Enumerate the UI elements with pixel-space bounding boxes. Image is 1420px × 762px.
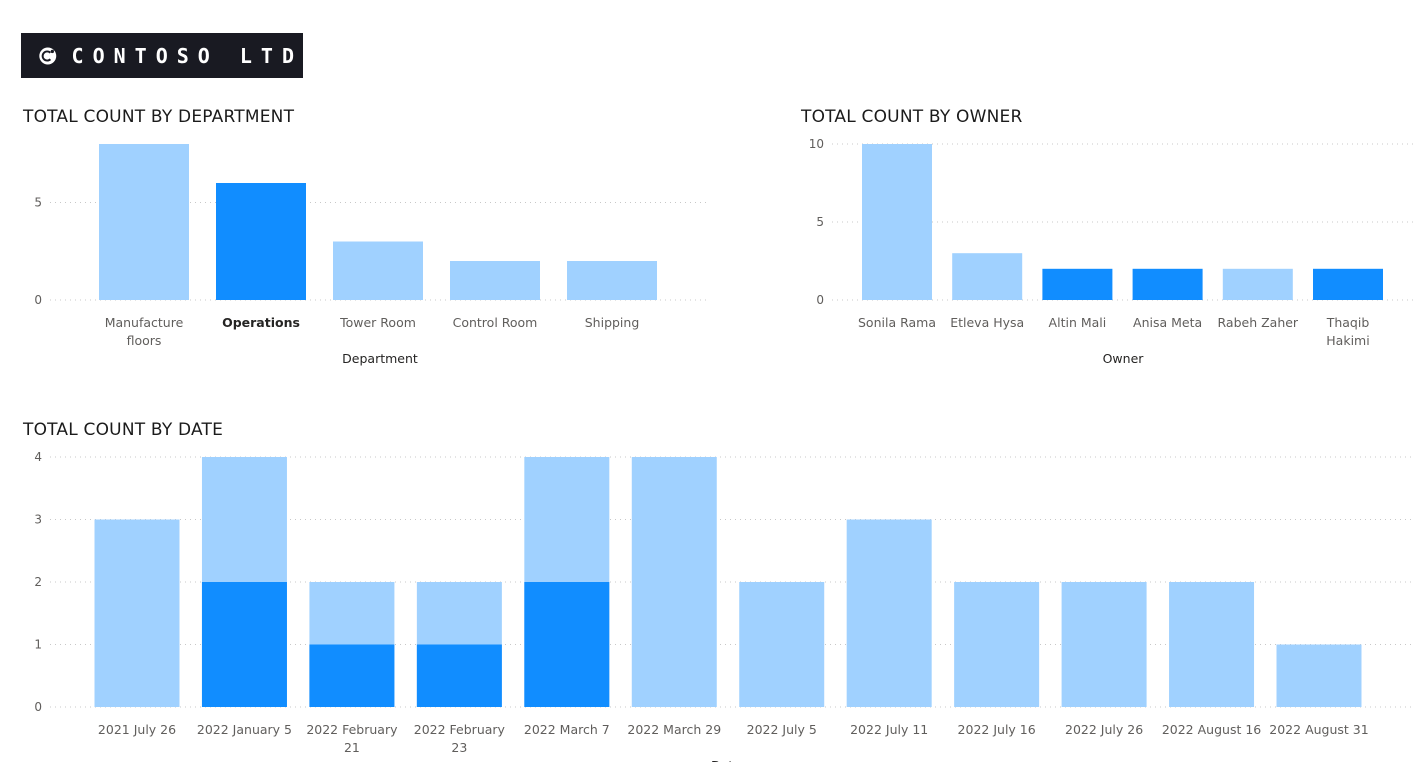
owner-bar[interactable] (1222, 268, 1293, 300)
dept-y-tick-label: 5 (34, 196, 42, 210)
date-bar[interactable] (94, 519, 180, 708)
company-logo: CONTOSO LTD (21, 33, 303, 78)
date-y-tick-label: 3 (34, 513, 42, 527)
dept-bar[interactable] (450, 261, 540, 300)
dept-x-tick-label: Tower Room (339, 315, 416, 330)
dept-bar[interactable] (567, 261, 657, 300)
owner-chart-title: TOTAL COUNT BY OWNER (801, 107, 1023, 127)
date-x-tick-label: 2022 July 16 (958, 722, 1036, 737)
owner-bar[interactable] (862, 144, 932, 300)
logo-text: CONTOSO LTD (71, 43, 303, 68)
owner-y-tick-label: 5 (816, 215, 824, 229)
date-y-tick-label: 0 (34, 700, 42, 714)
department-chart-title: TOTAL COUNT BY DEPARTMENT (23, 107, 295, 127)
owner-x-tick-label: Thaqib Hakimi (1326, 315, 1370, 348)
owner-x-axis-title: Owner (1103, 351, 1145, 366)
dept-x-tick-label: Operations (222, 315, 300, 330)
dept-bar[interactable] (99, 144, 189, 300)
date-x-tick-label: 2022 July 11 (850, 722, 928, 737)
date-x-tick-label: 2022 February 21 (306, 722, 398, 755)
contoso-logo-icon (39, 47, 57, 64)
date-bar[interactable] (1169, 582, 1255, 707)
date-chart-title: TOTAL COUNT BY DATE (23, 420, 224, 440)
date-x-tick-label: 2022 August 31 (1269, 722, 1368, 737)
dept-y-tick-label: 0 (34, 293, 42, 307)
date-x-tick-label: 2022 February 23 (414, 722, 506, 755)
date-x-tick-label: 2022 August 16 (1162, 722, 1261, 737)
date-bar[interactable] (1276, 644, 1362, 708)
dept-x-tick-label: Shipping (585, 315, 640, 330)
dept-bar[interactable] (216, 183, 306, 300)
date-bar-highlight[interactable] (309, 644, 395, 708)
date-bar[interactable] (954, 582, 1040, 707)
date-y-tick-label: 1 (34, 638, 42, 652)
owner-x-tick-label: Altin Mali (1049, 315, 1107, 330)
date-x-tick-label: 2022 July 5 (747, 722, 817, 737)
date-bar-highlight[interactable] (201, 582, 287, 707)
owner-bar[interactable] (1313, 268, 1383, 300)
date-y-tick-label: 4 (34, 450, 42, 464)
dept-x-tick-label: Control Room (453, 315, 538, 330)
date-bar[interactable] (1061, 582, 1147, 707)
dept-bar[interactable] (333, 241, 423, 301)
owner-bar[interactable] (952, 253, 1023, 300)
date-x-tick-label: 2022 March 7 (524, 722, 610, 737)
owner-y-tick-label: 0 (816, 293, 824, 307)
owner-y-tick-label: 10 (809, 137, 824, 151)
date-bar[interactable] (739, 582, 825, 707)
dept-x-tick-label: Manufacture floors (105, 315, 184, 348)
owner-x-tick-label: Rabeh Zaher (1218, 315, 1299, 330)
owner-x-tick-label: Sonila Rama (858, 315, 936, 330)
date-x-tick-label: 2022 March 29 (627, 722, 721, 737)
date-bar-highlight[interactable] (524, 582, 610, 707)
owner-bar[interactable] (1042, 268, 1113, 300)
date-x-tick-label: 2022 January 5 (197, 722, 292, 737)
date-x-tick-label: 2022 July 26 (1065, 722, 1143, 737)
date-bar[interactable] (631, 457, 717, 707)
date-x-axis-title: Date (711, 758, 741, 762)
owner-x-tick-label: Anisa Meta (1133, 315, 1202, 330)
date-bar[interactable] (846, 519, 932, 708)
owner-bar[interactable] (1132, 268, 1203, 300)
dept-x-axis-title: Department (342, 351, 418, 366)
date-y-tick-label: 2 (34, 575, 42, 589)
owner-x-tick-label: Etleva Hysa (950, 315, 1024, 330)
date-bar-highlight[interactable] (416, 644, 502, 708)
date-x-tick-label: 2021 July 26 (98, 722, 176, 737)
